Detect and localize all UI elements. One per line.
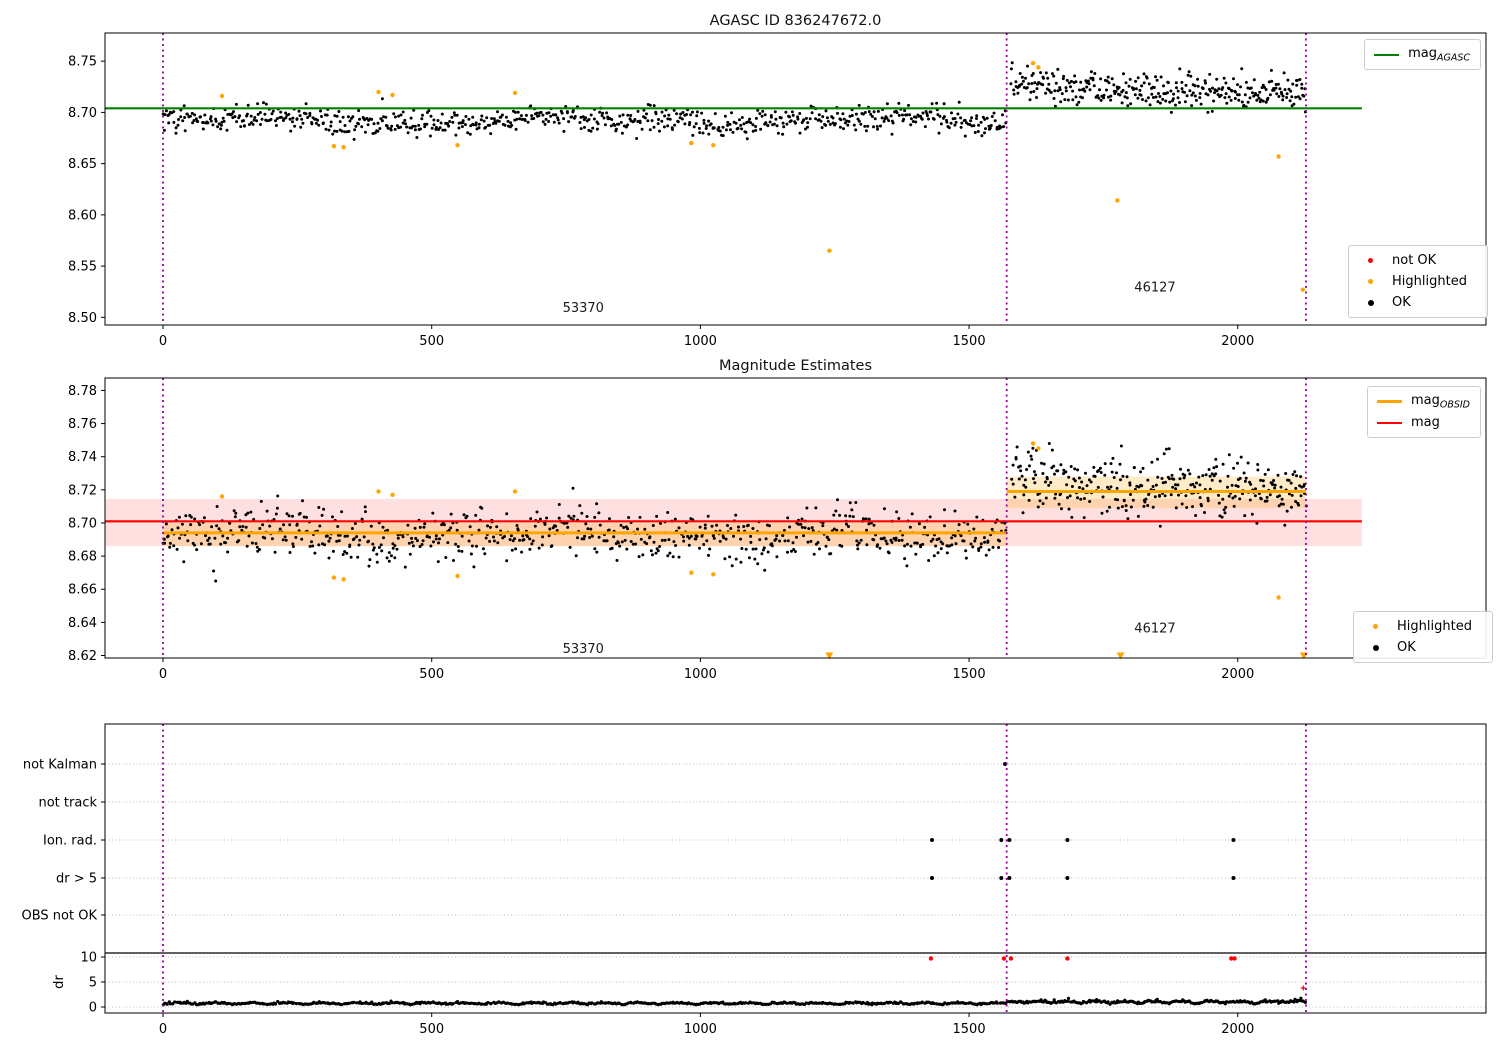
- orange-line-swatch: [1376, 400, 1403, 403]
- legend-label: not OK: [1392, 253, 1437, 268]
- y-tick-label: 8.65: [68, 157, 97, 172]
- legend-item-mag-obsid: magOBSID: [1376, 391, 1470, 412]
- middle-scatter-highlighted: [219, 441, 1281, 600]
- legend-label: mag: [1410, 415, 1440, 430]
- y-tick-label: 8.55: [68, 260, 97, 275]
- legend-label: OK: [1397, 640, 1416, 655]
- obsid-label: 53370: [563, 642, 604, 657]
- x-tick-label: 0: [159, 667, 167, 682]
- x-tick-label: 500: [419, 667, 444, 682]
- x-tick-label: 1000: [684, 334, 717, 349]
- y-tick-label: 8.70: [68, 516, 97, 531]
- x-tick-label: 1500: [953, 1022, 986, 1037]
- x-tick-label: 2000: [1221, 334, 1254, 349]
- legend-label: magAGASC: [1408, 45, 1470, 64]
- flag-points: [929, 762, 1236, 880]
- legend-item-not-ok: not OK: [1357, 250, 1477, 271]
- dr-not-ok-cross: [1300, 985, 1306, 991]
- middle-plot-title: Magnitude Estimates: [718, 358, 873, 374]
- orange-dot-swatch: [1357, 279, 1384, 284]
- dr-tick-label: 5: [89, 976, 97, 991]
- gridlines: [105, 763, 1486, 1008]
- flag-category-label: not track: [38, 796, 97, 811]
- y-axis: 8.78 8.76 8.74 8.72 8.70 8.68 8.66 8.64 8.62: [68, 384, 105, 664]
- y-tick-label: 8.68: [68, 550, 97, 565]
- top-scatter-highlighted: [219, 61, 1306, 292]
- dr-tick-label: 10: [80, 951, 97, 966]
- legend-item-ok: OK: [1362, 637, 1482, 658]
- flag-category-label: dr > 5: [56, 872, 97, 887]
- mag-obsid-band: [163, 522, 1007, 547]
- plot-border: [104, 723, 1487, 1014]
- x-tick-label: 1000: [684, 1022, 717, 1037]
- plot-border: [104, 377, 1487, 659]
- legend-item-highlighted: Highlighted: [1357, 271, 1477, 292]
- x-tick-label: 0: [159, 334, 167, 349]
- bottom-y-axis: not Kalman not track Ion. rad. dr > 5 OBS no…: [22, 758, 105, 1016]
- green-line-swatch: [1373, 53, 1400, 56]
- legend-label: OK: [1392, 295, 1411, 310]
- legend-item-highlighted: Highlighted: [1362, 616, 1482, 637]
- red-dot-swatch: [1357, 258, 1384, 263]
- y-tick-label: 8.78: [68, 384, 97, 399]
- orange-dot-swatch: [1362, 624, 1389, 629]
- black-dot-swatch: [1362, 644, 1389, 651]
- x-tick-label: 500: [419, 1022, 444, 1037]
- y-tick-label: 8.76: [68, 417, 97, 432]
- legend-item-mag: mag: [1376, 412, 1470, 433]
- legend-top-markers: not OK Highlighted OK: [1348, 245, 1488, 318]
- legend-mag-agasc: magAGASC: [1364, 39, 1481, 70]
- obsid-annotations: 53370 46127: [563, 621, 1176, 657]
- obsid-label: 46127: [1134, 621, 1175, 636]
- y-tick-label: 8.50: [68, 311, 97, 326]
- x-tick-label: 1000: [684, 667, 717, 682]
- obsid-annotations: 53370 46127: [563, 281, 1176, 316]
- legend-middle-lines: magOBSID mag: [1366, 386, 1481, 438]
- x-axis: 0 500 1000 1500 2000: [159, 325, 1254, 349]
- obsid-boundary-vlines: [162, 724, 1307, 1013]
- y-axis: 8.75 8.70 8.65 8.60 8.55 8.50: [68, 55, 105, 326]
- legend-label: Highlighted: [1397, 619, 1472, 634]
- x-tick-label: 0: [159, 1022, 167, 1037]
- y-tick-label: 8.74: [68, 450, 97, 465]
- legend-middle-markers: Highlighted OK: [1353, 611, 1493, 663]
- x-axis: 0 500 1000 1500 2000: [159, 1013, 1254, 1037]
- legend-item-ok: OK: [1357, 292, 1477, 313]
- legend-label: Highlighted: [1392, 274, 1467, 289]
- flag-category-label: OBS not OK: [22, 909, 98, 924]
- x-tick-label: 1500: [953, 667, 986, 682]
- y-tick-label: 8.62: [68, 649, 97, 664]
- y-tick-label: 8.60: [68, 208, 97, 223]
- x-tick-label: 2000: [1221, 667, 1254, 682]
- x-tick-label: 1500: [953, 334, 986, 349]
- y-tick-label: 8.72: [68, 483, 97, 498]
- top-plot-title: AGASC ID 836247672.0: [709, 13, 882, 29]
- legend-item-mag-agasc: magAGASC: [1373, 44, 1470, 65]
- obsid-boundary-vlines: [162, 33, 1307, 325]
- y-tick-label: 8.66: [68, 583, 97, 598]
- red-line-swatch: [1376, 421, 1403, 424]
- plot-border: [104, 32, 1487, 326]
- flag-category-label: Ion. rad.: [43, 834, 97, 849]
- obsid-label: 46127: [1134, 281, 1175, 296]
- x-tick-label: 2000: [1221, 1022, 1254, 1037]
- top-scatter-ok: [161, 61, 1307, 141]
- y-tick-label: 8.75: [68, 55, 97, 70]
- black-dot-swatch: [1357, 299, 1384, 306]
- dr-scatter-ok: [161, 996, 1307, 1007]
- dr-not-ok-points: [928, 956, 1306, 991]
- dr-axis-label: dr: [52, 975, 67, 989]
- y-tick-label: 8.70: [68, 106, 97, 121]
- flag-category-label: not Kalman: [23, 758, 97, 773]
- x-axis: 0 500 1000 1500 2000: [159, 658, 1254, 682]
- obsid-label: 53370: [563, 301, 604, 316]
- y-tick-label: 8.64: [68, 616, 97, 631]
- x-tick-label: 500: [419, 334, 444, 349]
- legend-label: magOBSID: [1410, 392, 1470, 411]
- dr-tick-label: 0: [89, 1001, 97, 1016]
